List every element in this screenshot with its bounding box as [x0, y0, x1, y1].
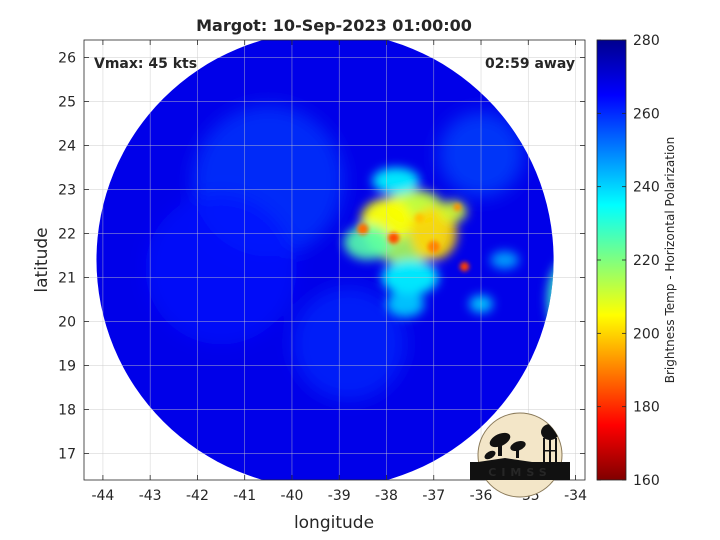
colorbar-gradient — [596, 39, 627, 481]
x-tick-label: -38 — [375, 488, 398, 504]
axes-frame — [83, 39, 586, 481]
colorbar-ticks: 160 180 200 220 240 260 280 — [597, 33, 660, 489]
grid-lines — [84, 40, 585, 480]
y-tick-label: 18 — [58, 403, 76, 419]
x-tick-label: -36 — [470, 488, 493, 504]
x-tick-label: -37 — [422, 488, 445, 504]
convective-core-0 — [357, 223, 369, 235]
x-tick-label: -43 — [139, 488, 162, 504]
y-tick-label: 22 — [58, 227, 76, 243]
convection-cell-11 — [490, 251, 519, 269]
x-tick-label: -44 — [91, 488, 114, 504]
convective-core-5 — [453, 203, 462, 211]
convective-core-3 — [459, 261, 470, 272]
cimss-logo: CIMSS — [470, 412, 570, 498]
spiral-band-2 — [291, 286, 406, 401]
x-tick-label: -34 — [564, 488, 587, 504]
y-tick-label: 24 — [58, 139, 76, 155]
x-tick-label: -42 — [186, 488, 209, 504]
y-tick-label: 25 — [58, 95, 76, 111]
y-axis-label: latitude — [32, 227, 52, 292]
convection-cell-6 — [438, 200, 467, 223]
colorbar-tick-label: 160 — [633, 473, 660, 489]
y-axis-ticks: 17 18 19 20 21 22 23 24 25 26 — [58, 51, 585, 463]
time-away-annotation: 02:59 away — [485, 56, 575, 72]
colorbar-tick-label: 180 — [633, 400, 660, 416]
convection-cell-8 — [386, 290, 425, 318]
x-tick-label: -41 — [233, 488, 256, 504]
colorbar-tick-label: 240 — [633, 180, 660, 196]
x-tick-label: -40 — [281, 488, 304, 504]
colorbar-tick-label: 260 — [633, 106, 660, 122]
colorbar-tick-label: 220 — [633, 253, 660, 269]
logo-text: CIMSS — [488, 466, 551, 479]
y-tick-label: 17 — [58, 447, 76, 463]
x-axis-label: longitude — [294, 513, 374, 533]
y-tick-label: 21 — [58, 271, 76, 287]
vmax-annotation: Vmax: 45 kts — [94, 56, 197, 72]
spiral-band-1 — [145, 193, 297, 345]
y-tick-label: 23 — [58, 183, 76, 199]
convective-core-1 — [387, 232, 400, 244]
convective-core-4 — [414, 213, 425, 223]
x-tick-label: -39 — [328, 488, 351, 504]
colorbar-label: Brightness Temp - Horizontal Polarizatio… — [663, 137, 677, 384]
y-tick-label: 20 — [58, 315, 76, 331]
colorbar-tick-label: 200 — [633, 326, 660, 342]
y-tick-label: 19 — [58, 359, 76, 375]
convection-cell-7 — [372, 167, 420, 194]
x-axis-ticks: -44-43-42-41-40-39-38-37-36-35-34 — [91, 40, 587, 504]
colorbar: 160 180 200 220 240 260 280 Brightness Temp - … — [596, 33, 677, 489]
y-tick-label: 26 — [58, 51, 76, 67]
imagery-layer — [96, 40, 554, 480]
colorbar-tick-label: 280 — [633, 33, 660, 49]
chart-title: Margot: 10-Sep-2023 01:00:00 — [196, 16, 472, 35]
